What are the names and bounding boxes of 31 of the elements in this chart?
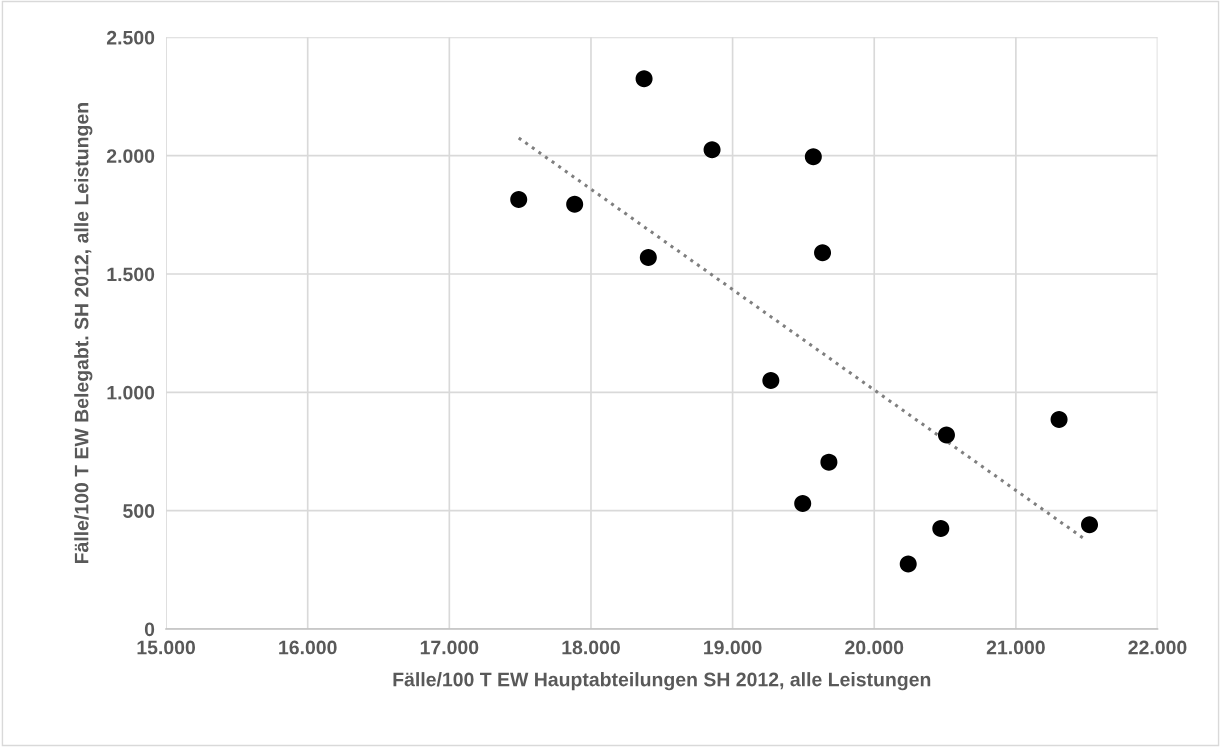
point <box>510 190 528 208</box>
point <box>1081 516 1099 534</box>
point <box>635 70 653 88</box>
point <box>820 453 838 471</box>
x-tick-label: 22.000 <box>1128 640 1187 655</box>
x-tick-label: 21.000 <box>986 640 1045 655</box>
point <box>762 371 780 389</box>
point <box>932 519 950 537</box>
y-tick-label: 1.000 <box>107 385 155 400</box>
y-tick-label: 1.500 <box>107 267 155 282</box>
x-tick-label: 17.000 <box>420 640 479 655</box>
y-tick-label: 0 <box>144 622 155 637</box>
point <box>804 148 822 166</box>
y-axis-title: Fälle/100 T EW Belegabt. SH 2012, alle Leistungen <box>74 103 93 564</box>
point <box>566 195 584 213</box>
x-axis-title: Fälle/100 T EW Hauptabteilungen SH 2012, alle Leistungen <box>393 672 931 691</box>
point <box>1050 411 1068 429</box>
y-tick-label: 2.500 <box>106 30 155 45</box>
x-tick-label: 19.000 <box>704 640 762 655</box>
point <box>814 244 832 262</box>
point <box>899 555 917 573</box>
point <box>639 248 657 266</box>
point <box>937 426 955 444</box>
y-tick-label: 2.000 <box>106 149 155 163</box>
x-tick-label: 16.000 <box>279 640 337 655</box>
x-tick-label: 15.000 <box>137 640 195 655</box>
point <box>794 495 812 513</box>
x-tick-label: 20.000 <box>845 640 904 655</box>
point <box>703 141 721 159</box>
x-tick-label: 18.000 <box>562 640 620 655</box>
y-tick-label: 500 <box>123 504 155 518</box>
